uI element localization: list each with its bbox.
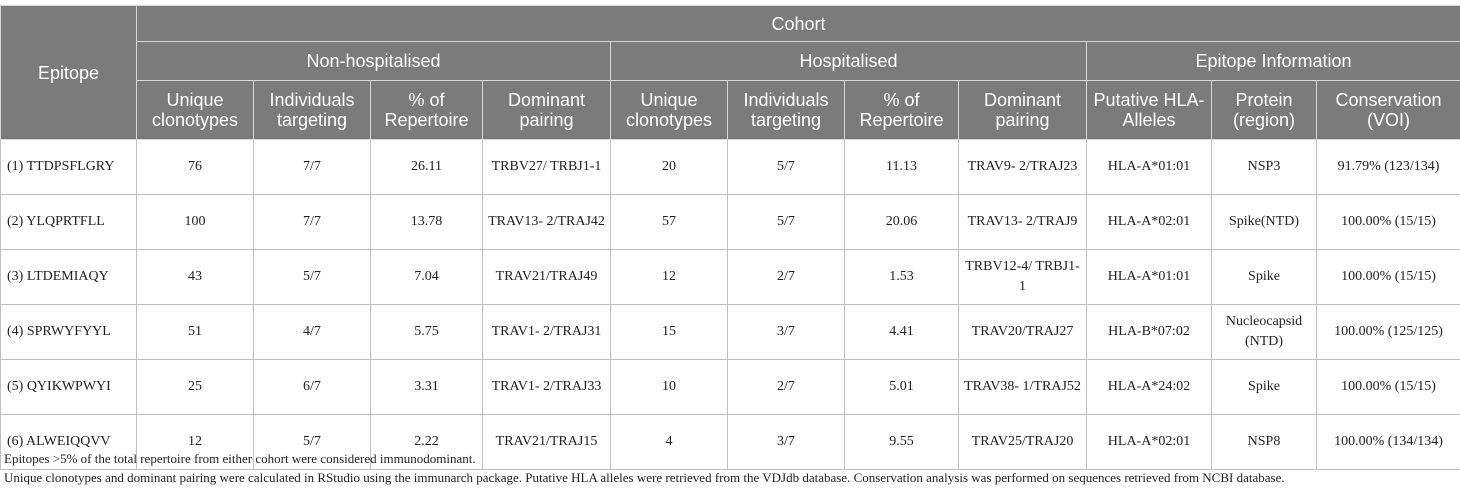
table-body: (1) TTDPSFLGRY 76 7/7 26.11 TRBV27/ TRBJ1-1 2… (0, 139, 1460, 470)
table-cell: 9.55 (844, 414, 959, 470)
table-cell: 5/7 (253, 249, 371, 305)
table-cell: 12 (136, 414, 254, 470)
table-cell: HLA-B*07:02 (1086, 304, 1212, 360)
table-cell: 15 (610, 304, 728, 360)
table-cell: 4.41 (844, 304, 959, 360)
table-cell: 7.04 (370, 249, 483, 305)
table-cell: TRAV13- 2/TRAJ9 (958, 194, 1087, 250)
table-cell: 1.53 (844, 249, 959, 305)
table-cell: 100.00% (134/134) (1315, 414, 1460, 470)
table-cell: 91.79% (123/134) (1315, 139, 1460, 195)
table-cell: Spike (1211, 249, 1317, 305)
table-cell: TRAV20/TRAJ27 (958, 304, 1087, 360)
table-cell: TRAV21/TRAJ49 (482, 249, 611, 305)
table-row: (4) SPRWYFYYL 51 4/7 5.75 TRAV1- 2/TRAJ31 15 3… (0, 304, 1460, 360)
table-cell: 100.00% (15/15) (1315, 194, 1460, 250)
table-row: (5) QYIKWPWYI 25 6/7 3.31 TRAV1- 2/TRAJ33 10 2… (0, 359, 1460, 415)
table-row: (3) LTDEMIAQY 43 5/7 7.04 TRAV21/TRAJ49 12 2/7… (0, 249, 1460, 305)
column-header: Conservation (VOI) (1315, 80, 1460, 140)
table-cell: 100.00% (125/125) (1315, 304, 1460, 360)
table-cell: 3/7 (727, 414, 845, 470)
epitope-cell: (2) YLQPRTFLL (0, 194, 137, 250)
table-cell: 100.00% (15/15) (1315, 359, 1460, 415)
table-cell: 20 (610, 139, 728, 195)
table-cell: 2/7 (727, 249, 845, 305)
epitope-table: Epitope Cohort Non-hospitalised Hospital… (0, 5, 1460, 470)
header-hospitalised: Hospitalised (610, 41, 1087, 81)
footnote-2: Unique clonotypes and dominant pairing w… (4, 470, 1285, 485)
table-cell: 57 (610, 194, 728, 250)
table-cell: 5/7 (727, 194, 845, 250)
table-cell: TRAV1- 2/TRAJ31 (482, 304, 611, 360)
table-row: (1) TTDPSFLGRY 76 7/7 26.11 TRBV27/ TRBJ1-1 2… (0, 139, 1460, 195)
column-header: Putative HLA-Alleles (1086, 80, 1212, 140)
table-cell: TRBV12-4/ TRBJ1-1 (958, 249, 1087, 305)
table-cell: NSP8 (1211, 414, 1317, 470)
table-cell: 2/7 (727, 359, 845, 415)
epitope-cell: (3) LTDEMIAQY (0, 249, 137, 305)
table-row: (6) ALWEIQQVV 12 5/7 2.22 TRAV21/TRAJ15 4 3/7 9… (0, 414, 1460, 470)
table-cell: HLA-A*02:01 (1086, 414, 1212, 470)
table-cell: TRAV1- 2/TRAJ33 (482, 359, 611, 415)
column-header: Unique clonotypes (610, 80, 728, 140)
column-header: Protein (region) (1211, 80, 1317, 140)
table-cell: 6/7 (253, 359, 371, 415)
table-cell: Spike (1211, 359, 1317, 415)
table-cell: 76 (136, 139, 254, 195)
table-cell: 100.00% (15/15) (1315, 249, 1460, 305)
table-cell: 3/7 (727, 304, 845, 360)
table-cell: Spike(NTD) (1211, 194, 1317, 250)
table-cell: NSP3 (1211, 139, 1317, 195)
table-cell: TRAV13- 2/TRAJ42 (482, 194, 611, 250)
table-cell: 2.22 (370, 414, 483, 470)
column-header: % of Repertoire (844, 80, 959, 140)
column-header: Dominant pairing (958, 80, 1087, 140)
table-cell: HLA-A*01:01 (1086, 249, 1212, 305)
column-header: % of Repertoire (370, 80, 483, 140)
column-header: Dominant pairing (482, 80, 611, 140)
header-cohort: Cohort (135, 5, 1460, 42)
table-cell: 11.13 (844, 139, 959, 195)
table-cell: HLA-A*24:02 (1086, 359, 1212, 415)
column-header: Individuals targeting (253, 80, 371, 140)
table-cell: 12 (610, 249, 728, 305)
table-cell: 4/7 (253, 304, 371, 360)
table-footnotes: Epitopes >5% of the total repertoire fro… (4, 449, 1456, 487)
table-row: (2) YLQPRTFLL 100 7/7 13.78 TRAV13- 2/TRAJ42… (0, 194, 1460, 250)
table-cell: TRAV25/TRAJ20 (958, 414, 1087, 470)
table-cell: Nucleocapsid (NTD) (1211, 304, 1317, 360)
column-header: Individuals targeting (727, 80, 845, 140)
table-cell: TRAV38- 1/TRAJ52 (958, 359, 1087, 415)
column-header: Unique clonotypes (136, 80, 254, 140)
table-cell: 7/7 (253, 139, 371, 195)
table-cell: TRAV9- 2/TRAJ23 (958, 139, 1087, 195)
table-cell: 5/7 (727, 139, 845, 195)
table-cell: 10 (610, 359, 728, 415)
table-header: Epitope Cohort Non-hospitalised Hospital… (0, 5, 1460, 140)
table-cell: 13.78 (370, 194, 483, 250)
table-cell: TRBV27/ TRBJ1-1 (482, 139, 611, 195)
table-cell: 5.75 (370, 304, 483, 360)
header-non-hospitalised: Non-hospitalised (136, 41, 611, 81)
header-epitope-information: Epitope Information (1085, 41, 1460, 81)
epitope-cell: (1) TTDPSFLGRY (0, 139, 137, 195)
epitope-cell: (5) QYIKWPWYI (0, 359, 137, 415)
table-cell: HLA-A*02:01 (1086, 194, 1212, 250)
table-cell: 3.31 (370, 359, 483, 415)
table-cell: 100 (136, 194, 254, 250)
table-cell: 43 (136, 249, 254, 305)
footnote-1: Epitopes >5% of the total repertoire fro… (4, 451, 476, 466)
table-cell: 7/7 (253, 194, 371, 250)
table-cell: 51 (136, 304, 254, 360)
table-cell: 26.11 (370, 139, 483, 195)
table-cell: 20.06 (844, 194, 959, 250)
epitope-cell: (4) SPRWYFYYL (0, 304, 137, 360)
table-cell: 25 (136, 359, 254, 415)
table-cell: 5.01 (844, 359, 959, 415)
epitope-cell: (6) ALWEIQQVV (0, 414, 137, 470)
header-epitope: Epitope (0, 5, 137, 140)
table-cell: HLA-A*01:01 (1086, 139, 1212, 195)
